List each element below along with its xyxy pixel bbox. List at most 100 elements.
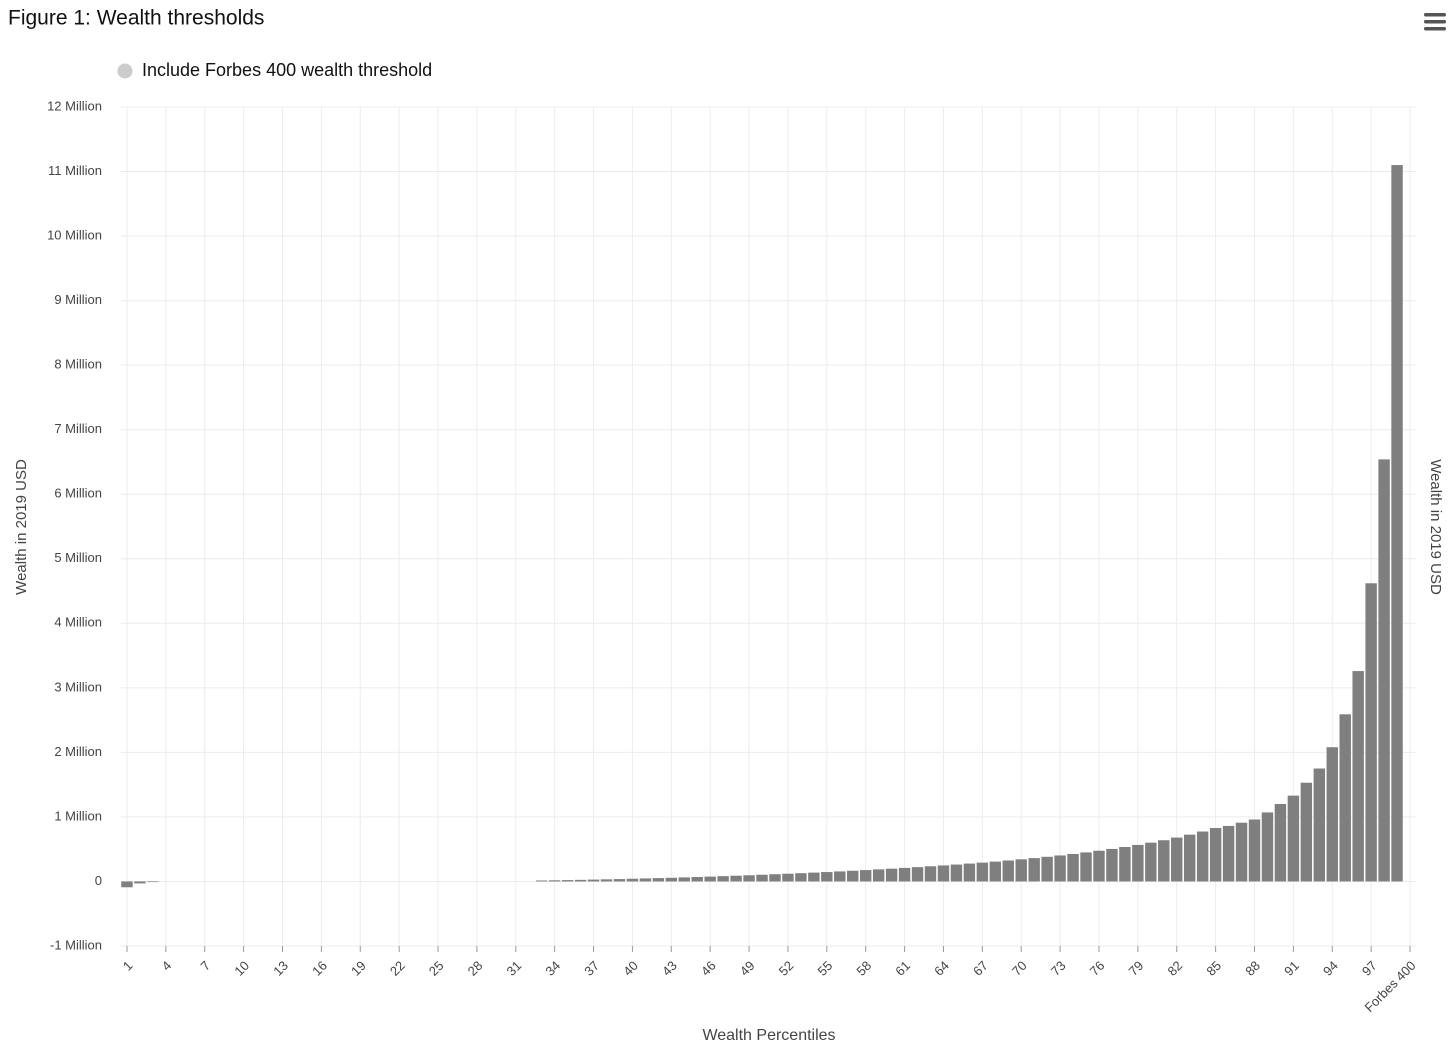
x-tick-label: 43 xyxy=(659,958,680,979)
bar xyxy=(1119,846,1131,882)
bar xyxy=(587,879,600,882)
bar xyxy=(1235,822,1248,882)
bar xyxy=(1274,804,1287,882)
y-tick-label: 3 Million xyxy=(54,679,102,694)
bar xyxy=(535,880,548,882)
x-tick-label: 67 xyxy=(970,958,991,979)
bar xyxy=(1015,859,1027,882)
x-tick-label: 40 xyxy=(620,958,641,979)
bar xyxy=(1145,842,1157,882)
bar xyxy=(1248,819,1261,882)
bar xyxy=(743,875,755,882)
bar xyxy=(1222,825,1235,882)
y-tick-label: 0 xyxy=(95,873,102,888)
x-tick-label: 28 xyxy=(465,958,486,979)
bar xyxy=(1054,855,1066,882)
bar xyxy=(574,879,587,882)
legend-label[interactable]: Include Forbes 400 wealth threshold xyxy=(142,60,432,80)
bar xyxy=(795,873,807,882)
x-tick-label: 82 xyxy=(1164,958,1185,979)
x-tick-label: 52 xyxy=(776,958,797,979)
y-tick-label: 9 Million xyxy=(54,292,102,307)
x-tick-label: 85 xyxy=(1203,958,1224,979)
x-tick-label: 22 xyxy=(387,958,408,979)
x-axis-title: Wealth Percentiles xyxy=(702,1027,835,1044)
menu-icon[interactable] xyxy=(1424,13,1446,31)
bar xyxy=(1196,831,1209,882)
bar xyxy=(691,877,703,882)
menu-bar[interactable] xyxy=(1424,27,1446,31)
bar xyxy=(1261,812,1274,882)
bar xyxy=(963,863,976,882)
y-tick-label: 10 Million xyxy=(47,228,102,243)
bar xyxy=(1378,459,1390,882)
bar xyxy=(1080,852,1092,882)
y-tick-label: 1 Million xyxy=(54,808,102,823)
bar xyxy=(548,880,561,882)
bar xyxy=(1028,858,1040,882)
x-tick-label: 37 xyxy=(581,958,602,979)
bar xyxy=(769,874,781,882)
x-tick-label: 46 xyxy=(698,958,719,979)
bar xyxy=(1365,583,1377,882)
bar xyxy=(911,867,924,882)
y-tick-label: 11 Million xyxy=(48,163,102,178)
bar xyxy=(1158,840,1170,882)
menu-bar[interactable] xyxy=(1424,20,1446,24)
bar xyxy=(782,873,794,882)
y-tick-label: 4 Million xyxy=(54,615,102,630)
bar xyxy=(937,865,950,882)
bar xyxy=(1339,714,1351,882)
bar xyxy=(730,875,742,882)
x-tick-label: 94 xyxy=(1320,958,1341,979)
bar xyxy=(561,880,574,882)
bar xyxy=(1171,837,1183,882)
bar xyxy=(834,871,846,882)
chart-title: Figure 1: Wealth thresholds xyxy=(8,7,264,30)
bar xyxy=(613,879,626,882)
y-tick-label: 6 Million xyxy=(54,486,102,501)
x-tick-label: 91 xyxy=(1281,958,1302,979)
y2-axis-title: Wealth in 2019 USD xyxy=(1427,459,1444,595)
bar xyxy=(1326,747,1338,882)
x-tick-label: 79 xyxy=(1126,958,1147,979)
bar xyxy=(821,872,833,882)
bar xyxy=(121,881,133,888)
x-tick-label: 34 xyxy=(542,958,563,979)
bar xyxy=(717,876,729,882)
x-tick-label: 25 xyxy=(426,958,447,979)
menu-bar[interactable] xyxy=(1424,13,1446,17)
bar xyxy=(639,878,652,882)
y-tick-label: 5 Million xyxy=(54,550,102,565)
legend-item[interactable]: Include Forbes 400 wealth threshold xyxy=(117,60,433,80)
y-axis-title: Wealth in 2019 USD xyxy=(13,459,30,595)
bar xyxy=(885,868,898,882)
x-tick-label: 4 xyxy=(159,958,175,974)
bar xyxy=(1067,853,1079,882)
y-tick-label: 7 Million xyxy=(54,421,102,436)
bar xyxy=(898,867,911,882)
bar xyxy=(1287,795,1300,882)
bar xyxy=(1183,834,1196,882)
x-tick-label: 7 xyxy=(198,958,214,974)
bar xyxy=(1352,671,1364,882)
x-tick-label: 97 xyxy=(1359,958,1380,979)
x-tick-label: 1 xyxy=(120,958,136,974)
bar xyxy=(134,881,146,884)
x-tick-label: 58 xyxy=(853,958,874,979)
x-tick-label: 70 xyxy=(1009,958,1030,979)
bar xyxy=(1132,844,1144,882)
bar xyxy=(600,879,613,882)
x-tick-label: 61 xyxy=(892,958,913,979)
legend-marker[interactable] xyxy=(117,63,133,79)
x-tick-label: 13 xyxy=(270,958,291,979)
bar xyxy=(678,877,690,882)
bar xyxy=(704,876,716,882)
bar xyxy=(1002,860,1014,882)
x-tick-label: 16 xyxy=(309,958,330,979)
bar xyxy=(808,872,820,882)
bar xyxy=(1106,848,1118,882)
bar xyxy=(626,878,639,882)
bar xyxy=(1041,856,1053,882)
